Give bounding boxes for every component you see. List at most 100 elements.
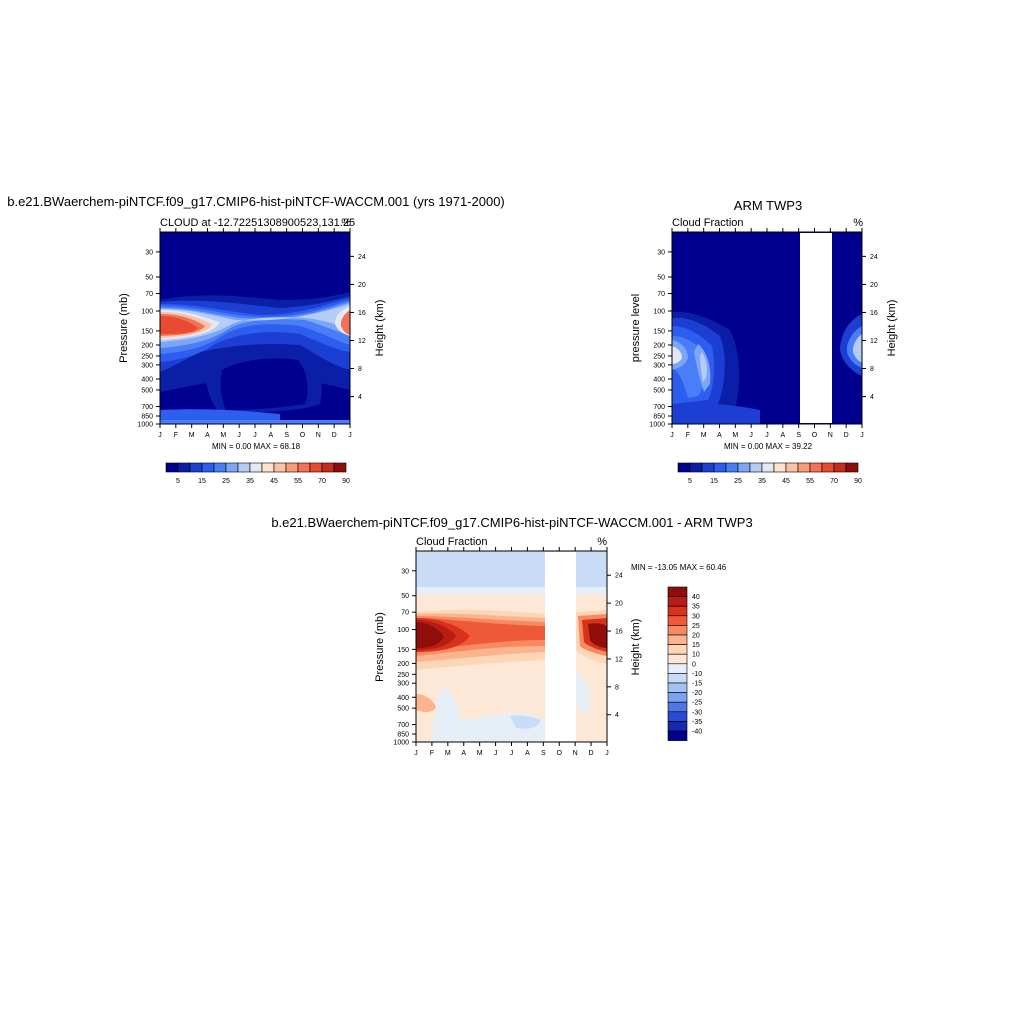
colorbar-swatch bbox=[165, 462, 179, 473]
y2-tick-label: 4 bbox=[615, 712, 619, 719]
colorbar-swatch bbox=[761, 462, 775, 473]
y2-tick-label: 16 bbox=[358, 310, 366, 317]
panel-obs-stats: MIN = 0.00 MAX = 39.22 bbox=[724, 442, 813, 451]
x-tick-label: O bbox=[300, 432, 306, 439]
x-tick-label: N bbox=[573, 750, 578, 757]
y-tick-label: 500 bbox=[141, 387, 153, 394]
x-tick-label: J bbox=[670, 432, 674, 439]
panel-obs-ylabel: pressure level bbox=[630, 294, 642, 362]
panel-diff-field bbox=[416, 551, 607, 742]
y-tick-label: 850 bbox=[141, 414, 153, 421]
x-tick-label: M bbox=[220, 432, 226, 439]
x-tick-label: O bbox=[812, 432, 818, 439]
colorbar-swatch bbox=[667, 644, 688, 655]
x-tick-label: J bbox=[860, 432, 864, 439]
x-tick-label: J bbox=[237, 432, 241, 439]
x-tick-label: A bbox=[780, 432, 785, 439]
colorbar-swatch bbox=[297, 462, 311, 473]
colorbar-label: 55 bbox=[806, 478, 814, 485]
y-tick-label: 400 bbox=[397, 695, 409, 702]
panel-diff-left-label: Cloud Fraction bbox=[416, 536, 488, 548]
colorbar-label: 45 bbox=[782, 478, 790, 485]
panel-obs-colorbar: 5 15 25 35 45 55 70 90 bbox=[677, 462, 862, 485]
colorbar-swatch bbox=[667, 663, 688, 674]
colorbar-label: 5 bbox=[688, 478, 692, 485]
y2-tick-label: 16 bbox=[615, 629, 623, 636]
y-tick-label: 250 bbox=[653, 353, 665, 360]
colorbar-label: 40 bbox=[692, 594, 700, 601]
y-tick-label: 200 bbox=[653, 343, 665, 350]
panel-model-y2ticks: 24 20 16 12 8 4 bbox=[350, 254, 366, 401]
panel-obs-left-label: Cloud Fraction bbox=[672, 217, 744, 229]
panel-diff-colorbar: 40 35 30 25 20 15 10 0 -10 -15 -20 -25 -30 -35 -40 bbox=[667, 586, 702, 741]
x-tick-label: N bbox=[316, 432, 321, 439]
y-tick-label: 30 bbox=[145, 249, 153, 256]
colorbar-label: 70 bbox=[830, 478, 838, 485]
y2-tick-label: 20 bbox=[358, 282, 366, 289]
y-tick-label: 400 bbox=[653, 377, 665, 384]
colorbar-swatch bbox=[237, 462, 251, 473]
colorbar-swatch bbox=[273, 462, 287, 473]
colorbar-swatch bbox=[725, 462, 739, 473]
x-tick-label: A bbox=[461, 750, 466, 757]
x-tick-label: S bbox=[541, 750, 546, 757]
panel-obs-y2ticks: 24 20 16 12 8 4 bbox=[862, 254, 878, 401]
y-tick-label: 100 bbox=[141, 308, 153, 315]
y2-tick-label: 8 bbox=[870, 366, 874, 373]
colorbar-label: 25 bbox=[692, 623, 700, 630]
colorbar-label: 35 bbox=[692, 604, 700, 611]
panel-diff-title: b.e21.BWaerchem-piNTCF.f09_g17.CMIP6-his… bbox=[271, 515, 752, 530]
panel-diff-ylabel: Pressure (mb) bbox=[374, 612, 386, 682]
colorbar-swatch bbox=[667, 625, 688, 636]
y-tick-label: 30 bbox=[657, 249, 665, 256]
y-tick-label: 200 bbox=[141, 343, 153, 350]
panel-diff-stats: MIN = -13.05 MAX = 60.46 bbox=[631, 563, 727, 572]
y-tick-label: 700 bbox=[397, 722, 409, 729]
colorbar-swatch bbox=[261, 462, 275, 473]
colorbar-swatch bbox=[667, 692, 688, 703]
colorbar-swatch bbox=[701, 462, 715, 473]
y-tick-label: 300 bbox=[653, 362, 665, 369]
y-tick-label: 70 bbox=[145, 291, 153, 298]
x-tick-label: F bbox=[174, 432, 178, 439]
colorbar-label: 15 bbox=[710, 478, 718, 485]
colorbar-swatch bbox=[667, 586, 688, 597]
colorbar-label: 25 bbox=[222, 478, 230, 485]
y-tick-label: 250 bbox=[141, 353, 153, 360]
colorbar-label: 20 bbox=[692, 633, 700, 640]
panel-obs-title: ARM TWP3 bbox=[734, 198, 802, 213]
x-tick-label: A bbox=[205, 432, 210, 439]
colorbar-swatch bbox=[309, 462, 323, 473]
colorbar-swatch bbox=[809, 462, 823, 473]
colorbar-swatch bbox=[773, 462, 787, 473]
y-tick-label: 50 bbox=[401, 593, 409, 600]
panel-model-stats: MIN = 0.00 MAX = 68.18 bbox=[212, 442, 301, 451]
colorbar-label: 70 bbox=[318, 478, 326, 485]
y-tick-label: 150 bbox=[397, 647, 409, 654]
y-tick-label: 1000 bbox=[649, 422, 665, 429]
colorbar-label: -25 bbox=[692, 700, 702, 707]
panel-diff-y2ticks: 24 20 16 12 8 4 bbox=[607, 573, 623, 719]
y2-tick-label: 24 bbox=[870, 254, 878, 261]
x-tick-label: M bbox=[732, 432, 738, 439]
colorbar-swatch bbox=[213, 462, 227, 473]
colorbar-swatch bbox=[667, 653, 688, 665]
y2-tick-label: 4 bbox=[870, 394, 874, 401]
colorbar-swatch bbox=[667, 730, 688, 741]
y-tick-label: 400 bbox=[141, 377, 153, 384]
x-tick-label: J bbox=[765, 432, 769, 439]
panel-obs-units: % bbox=[853, 217, 863, 229]
colorbar-swatch bbox=[667, 596, 688, 607]
y-tick-label: 850 bbox=[397, 732, 409, 739]
y-tick-label: 500 bbox=[397, 706, 409, 713]
colorbar-swatch bbox=[785, 462, 799, 473]
colorbar-label: 45 bbox=[270, 478, 278, 485]
y2-tick-label: 8 bbox=[358, 366, 362, 373]
x-tick-label: M bbox=[701, 432, 707, 439]
panel-model-field bbox=[160, 232, 350, 424]
